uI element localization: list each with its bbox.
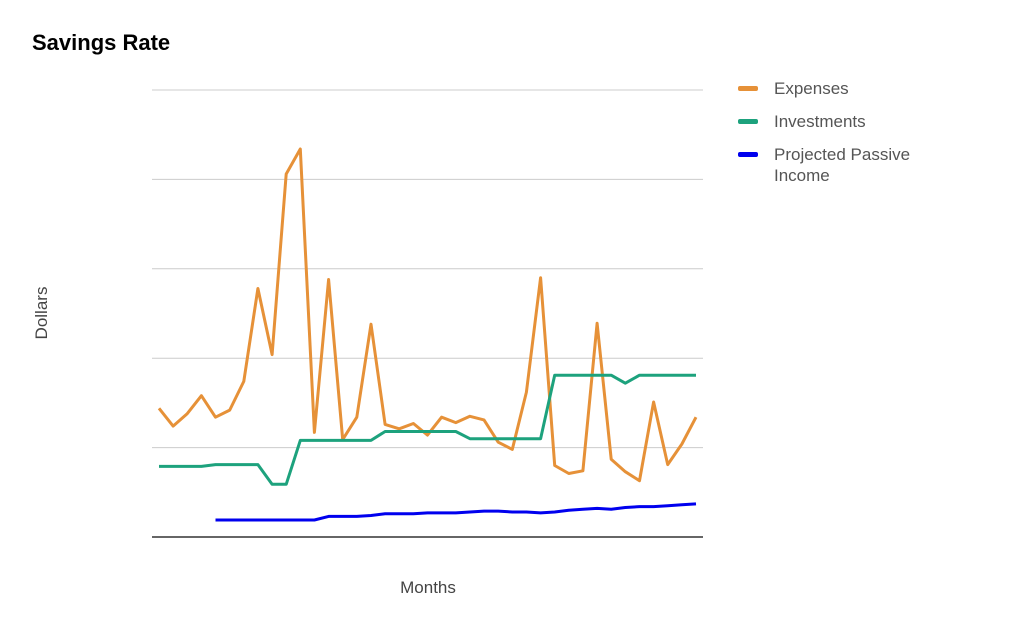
legend-item-expenses: Expenses [738,78,978,99]
series-line-investments [159,373,696,486]
legend-item-projected-passive-income: Projected Passive Income [738,144,978,186]
legend-swatch-expenses [738,86,758,91]
series-lines [157,147,698,522]
legend-label-investments: Investments [774,112,866,131]
series-line-expenses [157,147,698,483]
legend-item-investments: Investments [738,111,978,132]
chart-title: Savings Rate [32,30,171,55]
legend: Expenses Investments Projected Passive I… [738,78,978,198]
series-line-projected-passive-income [215,502,697,522]
legend-swatch-investments [738,119,758,124]
legend-label-expenses: Expenses [774,79,849,98]
legend-label-projected-passive-income: Projected Passive Income [774,145,911,185]
gridlines [152,89,703,449]
legend-swatch-projected-passive-income [738,152,758,157]
x-axis-label: Months [400,578,456,597]
